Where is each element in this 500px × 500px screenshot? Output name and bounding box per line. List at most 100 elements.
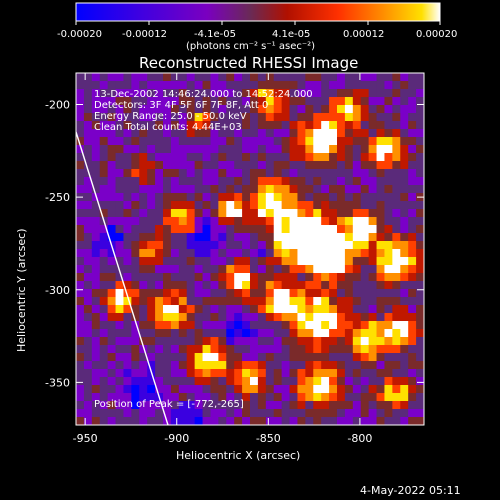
heatmap-cell	[392, 273, 401, 282]
heatmap-cell	[194, 161, 203, 170]
heatmap-cell	[289, 329, 298, 338]
heatmap-cell	[123, 249, 132, 258]
heatmap-cell	[194, 385, 203, 394]
heatmap-cell	[337, 185, 346, 194]
heatmap-cell	[218, 217, 227, 226]
time-range-label: 13-Dec-2002 14:46:24.000 to 14:52:24.000	[94, 89, 313, 100]
heatmap-cell	[297, 417, 306, 425]
heatmap-cell	[139, 225, 148, 234]
heatmap-cell	[250, 209, 259, 218]
heatmap-cell	[297, 361, 306, 370]
heatmap-cell	[329, 281, 338, 290]
heatmap-cell	[273, 289, 283, 298]
heatmap-cell	[360, 177, 370, 186]
heatmap-cell	[170, 129, 180, 138]
heatmap-cell	[194, 73, 203, 82]
colorbar-tick-label: 0.00020	[416, 29, 457, 40]
heatmap-cell	[337, 385, 346, 394]
heatmap-cell	[194, 185, 203, 194]
heatmap-cell	[115, 121, 124, 130]
heatmap-cell	[178, 377, 188, 386]
heatmap-cell	[376, 417, 385, 425]
heatmap-cell	[147, 289, 156, 298]
heatmap-cell	[360, 193, 370, 202]
heatmap-cell	[384, 321, 393, 330]
heatmap-cell	[91, 313, 101, 322]
heatmap-cell	[139, 409, 148, 418]
heatmap-cell	[99, 409, 109, 418]
heatmap-cell	[281, 289, 290, 298]
heatmap-cell	[163, 137, 172, 146]
heatmap-cell	[313, 393, 322, 402]
heatmap-cell	[170, 313, 180, 322]
heatmap-cell	[416, 417, 424, 425]
heatmap-cell	[218, 393, 227, 402]
heatmap-cell	[123, 345, 132, 354]
heatmap-cell	[392, 281, 401, 290]
heatmap-cell	[99, 209, 109, 218]
heatmap-cell	[202, 209, 211, 218]
heatmap-cell	[147, 385, 156, 394]
heatmap-cell	[99, 321, 109, 330]
heatmap-cell	[329, 369, 338, 378]
heatmap-cell	[289, 161, 298, 170]
heatmap-cell	[257, 409, 267, 418]
heatmap-cell	[99, 73, 109, 82]
heatmap-cell	[242, 305, 251, 314]
heatmap-cell	[400, 89, 409, 98]
heatmap-cell	[178, 369, 188, 378]
heatmap-cell	[368, 153, 377, 162]
heatmap-cell	[250, 401, 259, 410]
heatmap-cell	[226, 233, 235, 242]
heatmap-cell	[250, 81, 259, 90]
heatmap-cell	[242, 137, 251, 146]
heatmap-cell	[115, 73, 124, 82]
heatmap-cell	[329, 137, 338, 146]
heatmap-cell	[83, 177, 93, 186]
heatmap-cell	[376, 377, 385, 386]
heatmap-cell	[186, 217, 196, 226]
heatmap-cell	[321, 73, 330, 82]
heatmap-cell	[226, 337, 235, 346]
heatmap-cell	[329, 81, 338, 90]
heatmap-cell	[218, 201, 227, 210]
heatmap-cell	[139, 297, 148, 306]
heatmap-cell	[76, 321, 85, 330]
heatmap-cell	[408, 209, 417, 218]
heatmap-cell	[344, 233, 354, 242]
heatmap-cell	[400, 193, 409, 202]
heatmap-cell	[329, 225, 338, 234]
heatmap-cell	[305, 97, 314, 106]
heatmap-cell	[123, 305, 132, 314]
heatmap-cell	[400, 105, 409, 114]
heatmap-cell	[289, 265, 298, 274]
heatmap-cell	[392, 313, 401, 322]
heatmap-cell	[376, 105, 385, 114]
heatmap-cell	[368, 369, 377, 378]
heatmap-cell	[337, 225, 346, 234]
heatmap-cell	[257, 185, 267, 194]
heatmap-cell	[202, 297, 211, 306]
heatmap-cell	[297, 273, 306, 282]
heatmap-cell	[83, 193, 93, 202]
heatmap-cell	[115, 369, 124, 378]
heatmap-cell	[242, 169, 251, 178]
plot-area: 13-Dec-2002 14:46:24.000 to 14:52:24.000…	[45, 72, 425, 445]
heatmap-cell	[91, 249, 101, 258]
heatmap-cell	[257, 249, 267, 258]
heatmap-cell	[376, 337, 385, 346]
heatmap-cell	[352, 329, 362, 338]
heatmap-cell	[360, 313, 370, 322]
heatmap-cell	[368, 105, 377, 114]
heatmap-cell	[139, 401, 148, 410]
heatmap-cell	[226, 297, 235, 306]
heatmap-cell	[178, 153, 188, 162]
heatmap-cell	[273, 313, 283, 322]
heatmap-cell	[83, 409, 93, 418]
heatmap-cell	[400, 153, 409, 162]
heatmap-cell	[123, 113, 132, 122]
heatmap-cell	[408, 137, 417, 146]
heatmap-cell	[250, 153, 259, 162]
heatmap-cell	[76, 257, 85, 266]
heatmap-cell	[99, 369, 109, 378]
